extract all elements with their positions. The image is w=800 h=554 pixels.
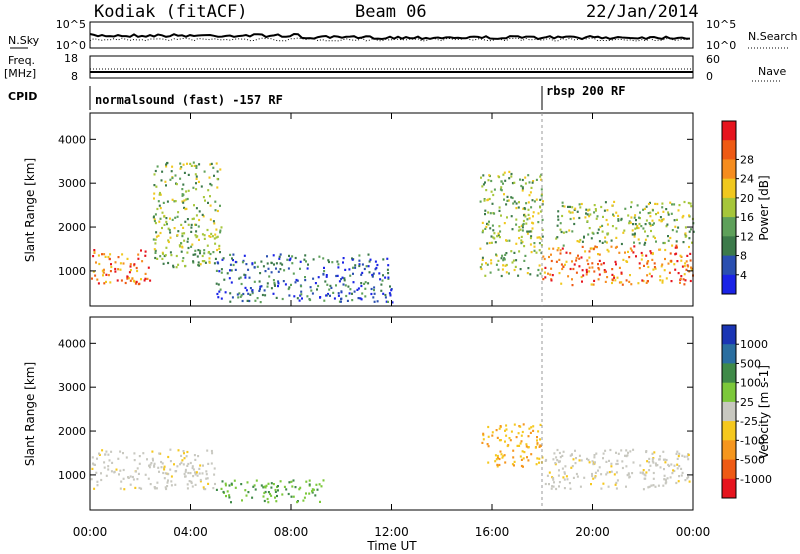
velocity-ytick-1: 2000 bbox=[58, 425, 86, 438]
velocity-colorbar-swatch-2 bbox=[722, 363, 736, 384]
power-region-0 bbox=[91, 249, 152, 286]
velocity-colorbar: 1000 500 100 25 -25 -100 -500 -1000 bbox=[721, 324, 772, 499]
time-tick-6: 00:00 bbox=[676, 525, 711, 539]
velocity-colorbar-tick-4: -25 bbox=[740, 415, 758, 428]
power-heatmap bbox=[91, 161, 695, 304]
power-region-2 bbox=[215, 253, 394, 304]
power-colorbar-swatch-1 bbox=[722, 140, 736, 160]
velocity-colorbar-tick-5: -100 bbox=[740, 434, 765, 447]
power-ytick-3: 4000 bbox=[58, 133, 86, 146]
velocity-colorbar-tick-7: -1000 bbox=[740, 473, 772, 486]
power-ytick-0: 1000 bbox=[58, 265, 86, 278]
power-region-4 bbox=[542, 244, 694, 287]
power-colorbar-swatch-7 bbox=[722, 255, 736, 276]
velocity-colorbar-tick-0: 1000 bbox=[740, 338, 768, 351]
power-colorbar-swatch-0 bbox=[722, 121, 736, 141]
velocity-ytick-3: 4000 bbox=[58, 337, 86, 350]
power-colorbar-swatch-8 bbox=[722, 274, 736, 295]
velocity-colorbar-swatch-4 bbox=[722, 401, 736, 422]
power-colorbar-label: Power [dB] bbox=[757, 175, 771, 240]
power-colorbar-swatch-4 bbox=[722, 197, 736, 218]
power-colorbar-tick-2: 12 bbox=[740, 230, 754, 243]
power-frame bbox=[89, 112, 694, 307]
velocity-colorbar-swatch-6 bbox=[722, 440, 736, 460]
cpid-label: CPID bbox=[8, 90, 37, 103]
velocity-colorbar-tick-2: 100 bbox=[740, 377, 761, 390]
time-tick-0: 00:00 bbox=[73, 525, 108, 539]
velocity-heatmap bbox=[90, 423, 691, 504]
nave-tick-top: 60 bbox=[706, 53, 720, 66]
nsky-tick-top: 10^5 bbox=[56, 18, 86, 31]
power-region-1 bbox=[152, 161, 223, 269]
power-colorbar-swatch-2 bbox=[722, 159, 736, 180]
velocity-colorbar-tick-1: 500 bbox=[740, 357, 761, 370]
nsearch-tick-top: 10^5 bbox=[706, 18, 736, 31]
time-tick-3: 12:00 bbox=[374, 525, 409, 539]
nsearch-tick-bottom: 10^0 bbox=[706, 39, 736, 52]
time-tick-2: 08:00 bbox=[274, 525, 309, 539]
velocity-ylabel: Slant Range [km] bbox=[23, 362, 37, 466]
velocity-ytick-2: 3000 bbox=[58, 381, 86, 394]
nsky-panel bbox=[89, 21, 694, 49]
power-colorbar-swatch-5 bbox=[722, 217, 736, 237]
freq-tick-top: 18 bbox=[64, 52, 78, 65]
power-colorbar-tick-6: 28 bbox=[740, 153, 754, 166]
power-colorbar-tick-4: 20 bbox=[740, 192, 754, 205]
velocity-colorbar-swatch-7 bbox=[722, 459, 736, 480]
velocity-colorbar-tick-3: 25 bbox=[740, 396, 754, 409]
power-colorbar-swatch-6 bbox=[722, 236, 736, 256]
velocity-frame bbox=[89, 316, 694, 511]
velocity-colorbar-swatch-3 bbox=[722, 382, 736, 403]
time-axis-label: Time UT bbox=[366, 539, 417, 553]
nsearch-label: N.Search bbox=[748, 30, 798, 43]
nsky-label: N.Sky bbox=[8, 34, 40, 47]
power-colorbar-swatch-3 bbox=[722, 178, 736, 199]
beam-title: Beam 06 bbox=[355, 2, 427, 22]
velocity-colorbar-swatch-1 bbox=[722, 344, 736, 364]
cpid-segment-0: normalsound (fast) -157 RF bbox=[95, 93, 283, 107]
power-colorbar-tick-3: 16 bbox=[740, 211, 754, 224]
freq-unit: [MHz] bbox=[4, 67, 36, 80]
freq-label: Freq. bbox=[8, 54, 35, 67]
nave-tick-bottom: 0 bbox=[706, 70, 713, 83]
radar-title: Kodiak (fitACF) bbox=[94, 2, 248, 22]
time-tick-5: 20:00 bbox=[575, 525, 610, 539]
power-colorbar: 4 8 12 16 20 24 28 bbox=[721, 120, 754, 295]
velocity-colorbar-swatch-0 bbox=[722, 325, 736, 345]
cpid-segment-1: rbsp 200 RF bbox=[546, 84, 625, 98]
velocity-region-0 bbox=[90, 448, 216, 491]
velocity-colorbar-tick-6: -500 bbox=[740, 454, 765, 467]
velocity-region-3 bbox=[544, 448, 691, 491]
power-colorbar-tick-0: 4 bbox=[740, 269, 747, 282]
velocity-ytick-0: 1000 bbox=[58, 469, 86, 482]
nsky-tick-bottom: 10^0 bbox=[56, 39, 86, 52]
power-colorbar-tick-5: 24 bbox=[740, 173, 754, 186]
velocity-colorbar-swatch-8 bbox=[722, 478, 736, 499]
power-colorbar-tick-1: 8 bbox=[740, 250, 747, 263]
power-ytick-2: 3000 bbox=[58, 177, 86, 190]
freq-panel bbox=[89, 55, 694, 79]
power-region-5 bbox=[555, 200, 695, 247]
velocity-colorbar-swatch-5 bbox=[722, 421, 736, 441]
velocity-region-1 bbox=[215, 479, 325, 504]
velocity-colorbar-label: Velocity [m s-1] bbox=[757, 365, 771, 459]
velocity-region-2 bbox=[481, 423, 544, 468]
freq-tick-bottom: 8 bbox=[71, 70, 78, 83]
date-title: 22/Jan/2014 bbox=[586, 2, 699, 22]
time-tick-1: 04:00 bbox=[173, 525, 208, 539]
power-ylabel: Slant Range [km] bbox=[23, 158, 37, 262]
nave-label: Nave bbox=[758, 65, 786, 78]
power-region-3 bbox=[479, 170, 544, 278]
nsky-trace bbox=[89, 32, 690, 41]
time-tick-4: 16:00 bbox=[475, 525, 510, 539]
power-ytick-1: 2000 bbox=[58, 221, 86, 234]
